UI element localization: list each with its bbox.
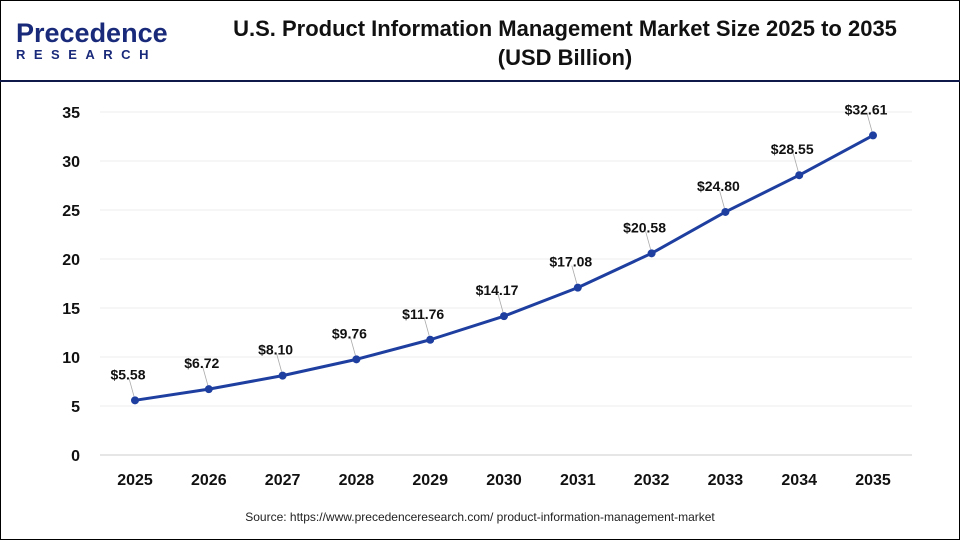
data-label: $8.10 xyxy=(258,342,293,358)
data-label: $32.61 xyxy=(845,101,888,117)
y-tick-label: 30 xyxy=(62,154,80,171)
x-tick-label: 2035 xyxy=(855,472,891,489)
precedence-research-logo: Precedence RESEARCH xyxy=(16,20,168,62)
y-tick-label: 0 xyxy=(71,448,80,465)
y-tick-label: 15 xyxy=(62,301,80,318)
x-tick-label: 2028 xyxy=(339,472,375,489)
title-line-2: (USD Billion) xyxy=(497,45,633,70)
data-label-leader xyxy=(350,337,356,356)
x-tick-label: 2029 xyxy=(412,472,448,489)
data-point xyxy=(204,385,213,394)
data-label: $11.76 xyxy=(402,306,444,322)
data-point xyxy=(352,355,361,364)
chart-title: U.S. Product Information Management Mark… xyxy=(170,14,960,72)
title-line-1: U.S. Product Information Management Mark… xyxy=(233,16,897,41)
data-label: $14.17 xyxy=(476,282,519,298)
data-point xyxy=(869,131,877,140)
x-tick-label: 2033 xyxy=(708,472,744,489)
source-note: Source: https://www.precedenceresearch.c… xyxy=(245,510,715,524)
y-tick-label: 10 xyxy=(62,350,80,367)
logo-main-text: Precedence xyxy=(16,18,168,48)
data-label-leader xyxy=(571,265,578,284)
data-point xyxy=(500,312,508,321)
x-tick-label: 2030 xyxy=(486,472,522,489)
data-point xyxy=(131,396,139,405)
data-label-leader xyxy=(423,317,430,336)
header: Precedence RESEARCH U.S. Product Informa… xyxy=(0,0,960,82)
data-label: $20.58 xyxy=(623,219,666,235)
data-label-leader xyxy=(792,153,799,172)
data-point xyxy=(573,283,582,292)
logo-sub-text: RESEARCH xyxy=(16,47,157,62)
data-label-leader xyxy=(719,189,725,209)
data-label-leader xyxy=(128,378,135,397)
x-tick-label: 2025 xyxy=(117,472,153,489)
data-label-leader xyxy=(497,294,504,313)
x-tick-label: 2027 xyxy=(265,472,301,489)
x-tick-label: 2031 xyxy=(560,472,596,489)
data-label: $28.55 xyxy=(771,141,814,157)
data-label-leader xyxy=(645,231,651,250)
y-tick-label: 5 xyxy=(71,399,80,416)
data-label: $6.72 xyxy=(184,355,219,371)
data-label: $5.58 xyxy=(110,366,145,382)
data-point xyxy=(647,249,656,258)
y-tick-label: 25 xyxy=(62,203,80,220)
data-point xyxy=(426,335,435,344)
data-label-leader xyxy=(276,353,282,372)
data-point xyxy=(795,171,804,180)
data-label: $9.76 xyxy=(332,325,367,341)
y-tick-label: 20 xyxy=(62,252,80,269)
data-label: $24.80 xyxy=(697,178,740,194)
x-tick-label: 2034 xyxy=(781,472,817,489)
x-tick-label: 2026 xyxy=(191,472,227,489)
data-label: $17.08 xyxy=(549,254,592,270)
data-point xyxy=(278,371,287,380)
data-label-leader xyxy=(866,113,873,132)
series-line xyxy=(134,134,874,402)
x-tick-label: 2032 xyxy=(634,472,670,489)
y-tick-label: 35 xyxy=(62,105,80,122)
data-label-leader xyxy=(202,367,209,386)
data-point xyxy=(721,207,730,216)
